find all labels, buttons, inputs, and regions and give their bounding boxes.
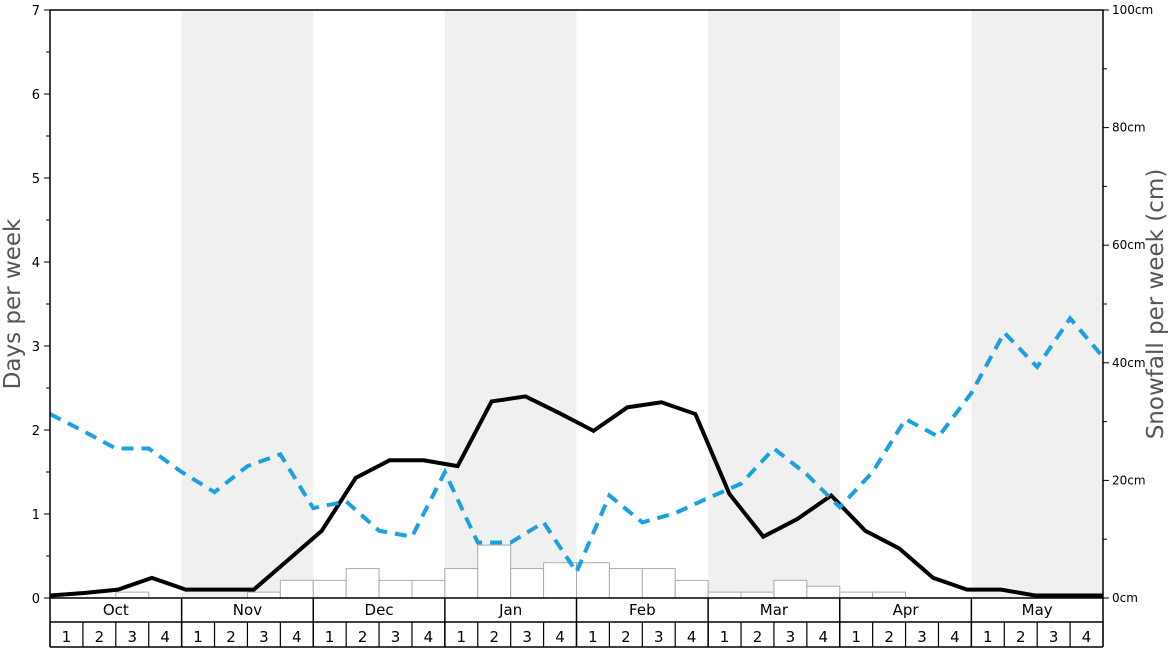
- right-tick-label: 0cm: [1112, 591, 1138, 605]
- left-tick-label: 5: [32, 172, 40, 187]
- snowfall-bar: [345, 568, 380, 599]
- snowfall-bar: [806, 585, 841, 599]
- week-label: 1: [588, 628, 598, 646]
- x-axis: Oct 1 2 3 4 Nov 1 2 3 4 Dec 1 2 3 4 Jan 1 2 3 4 Feb 1 2 3 4 Mar 1 2…: [49, 598, 1104, 648]
- week-label: 3: [786, 628, 796, 646]
- solid-series-line: [49, 394, 1103, 598]
- week-label: 2: [753, 628, 763, 646]
- right-tick-label: 60cm: [1112, 238, 1146, 252]
- week-label: 3: [259, 628, 269, 646]
- snowfall-bar: [411, 579, 446, 599]
- right-tick-label: 20cm: [1112, 473, 1146, 487]
- week-label: 4: [292, 628, 302, 646]
- week-label: 3: [522, 628, 532, 646]
- month-band-may: [971, 10, 1103, 598]
- week-label: 1: [325, 628, 335, 646]
- right-axis: 0cm 20cm 40cm 60cm 80cm 100cm: [1103, 3, 1153, 605]
- month-label: Jan: [498, 601, 522, 619]
- right-tick-label: 80cm: [1112, 121, 1146, 135]
- week-label: 4: [819, 628, 829, 646]
- week-label: 1: [983, 628, 993, 646]
- snowfall-bar: [674, 579, 709, 599]
- month-band-mar: [708, 10, 840, 598]
- left-tick-label: 3: [32, 340, 40, 355]
- month-label: Nov: [233, 601, 262, 619]
- month-label: Dec: [365, 601, 394, 619]
- snowfall-bar: [477, 544, 512, 599]
- snowfall-bar: [839, 591, 874, 599]
- month-band-jan: [444, 10, 577, 598]
- week-label: 1: [457, 628, 467, 646]
- week-label: 2: [358, 628, 368, 646]
- week-label: 3: [127, 628, 137, 646]
- week-label: 2: [489, 628, 499, 646]
- right-tick-label: 100cm: [1112, 3, 1153, 17]
- snowfall-bar: [872, 591, 907, 599]
- week-label: 4: [1082, 628, 1092, 646]
- snowfall-bar: [707, 591, 742, 599]
- left-axis: 0 1 2 3 4 5 6 7: [32, 4, 50, 607]
- left-tick-label: 4: [32, 256, 40, 271]
- snowfall-bar: [246, 591, 281, 599]
- snowfall-bar: [641, 568, 676, 599]
- snowfall-bar: [279, 579, 314, 599]
- week-label: 4: [160, 628, 170, 646]
- week-label: 2: [621, 628, 631, 646]
- week-label: 1: [851, 628, 861, 646]
- month-label: Oct: [103, 601, 129, 619]
- snowfall-bar: [608, 568, 643, 599]
- week-label: 1: [720, 628, 730, 646]
- week-label: 4: [555, 628, 565, 646]
- week-label: 2: [1016, 628, 1026, 646]
- right-axis-title: Snowfall per week (cm): [1143, 169, 1168, 440]
- snowfall-bar: [740, 591, 775, 599]
- snowfall-bar: [773, 579, 808, 599]
- left-tick-label: 0: [32, 592, 40, 607]
- month-label: Mar: [760, 601, 789, 619]
- snowfall-bar: [510, 568, 545, 599]
- snowfall-bar: [543, 562, 577, 599]
- month-label: Apr: [893, 601, 920, 619]
- snowfall-bars: [115, 544, 907, 599]
- snowfall-bar: [378, 579, 413, 599]
- week-label: 2: [884, 628, 894, 646]
- week-label: 2: [226, 628, 236, 646]
- snowfall-bar: [312, 579, 347, 599]
- week-label: 1: [193, 628, 203, 646]
- data-lines: [49, 314, 1105, 598]
- month-label: Feb: [629, 601, 656, 619]
- week-label: 3: [391, 628, 401, 646]
- week-label: 4: [424, 628, 434, 646]
- week-label: 4: [950, 628, 960, 646]
- snowfall-bar: [576, 562, 610, 599]
- snowfall-bar: [115, 591, 150, 599]
- left-axis-title: Days per week: [0, 218, 26, 389]
- left-tick-label: 6: [32, 88, 40, 103]
- left-tick-label: 7: [32, 4, 40, 19]
- left-tick-label: 1: [32, 508, 40, 523]
- week-label: 1: [62, 628, 72, 646]
- week-label: 2: [95, 628, 105, 646]
- month-label: May: [1022, 601, 1053, 619]
- month-bands: [181, 10, 1103, 598]
- week-label: 3: [917, 628, 927, 646]
- left-tick-label: 2: [32, 424, 40, 439]
- week-label: 4: [687, 628, 697, 646]
- week-label: 3: [654, 628, 664, 646]
- dashed-series-line: [49, 314, 1105, 577]
- snowfall-bar: [444, 568, 479, 599]
- right-tick-label: 40cm: [1112, 356, 1146, 370]
- week-label: 3: [1049, 628, 1059, 646]
- month-band-nov: [181, 10, 314, 598]
